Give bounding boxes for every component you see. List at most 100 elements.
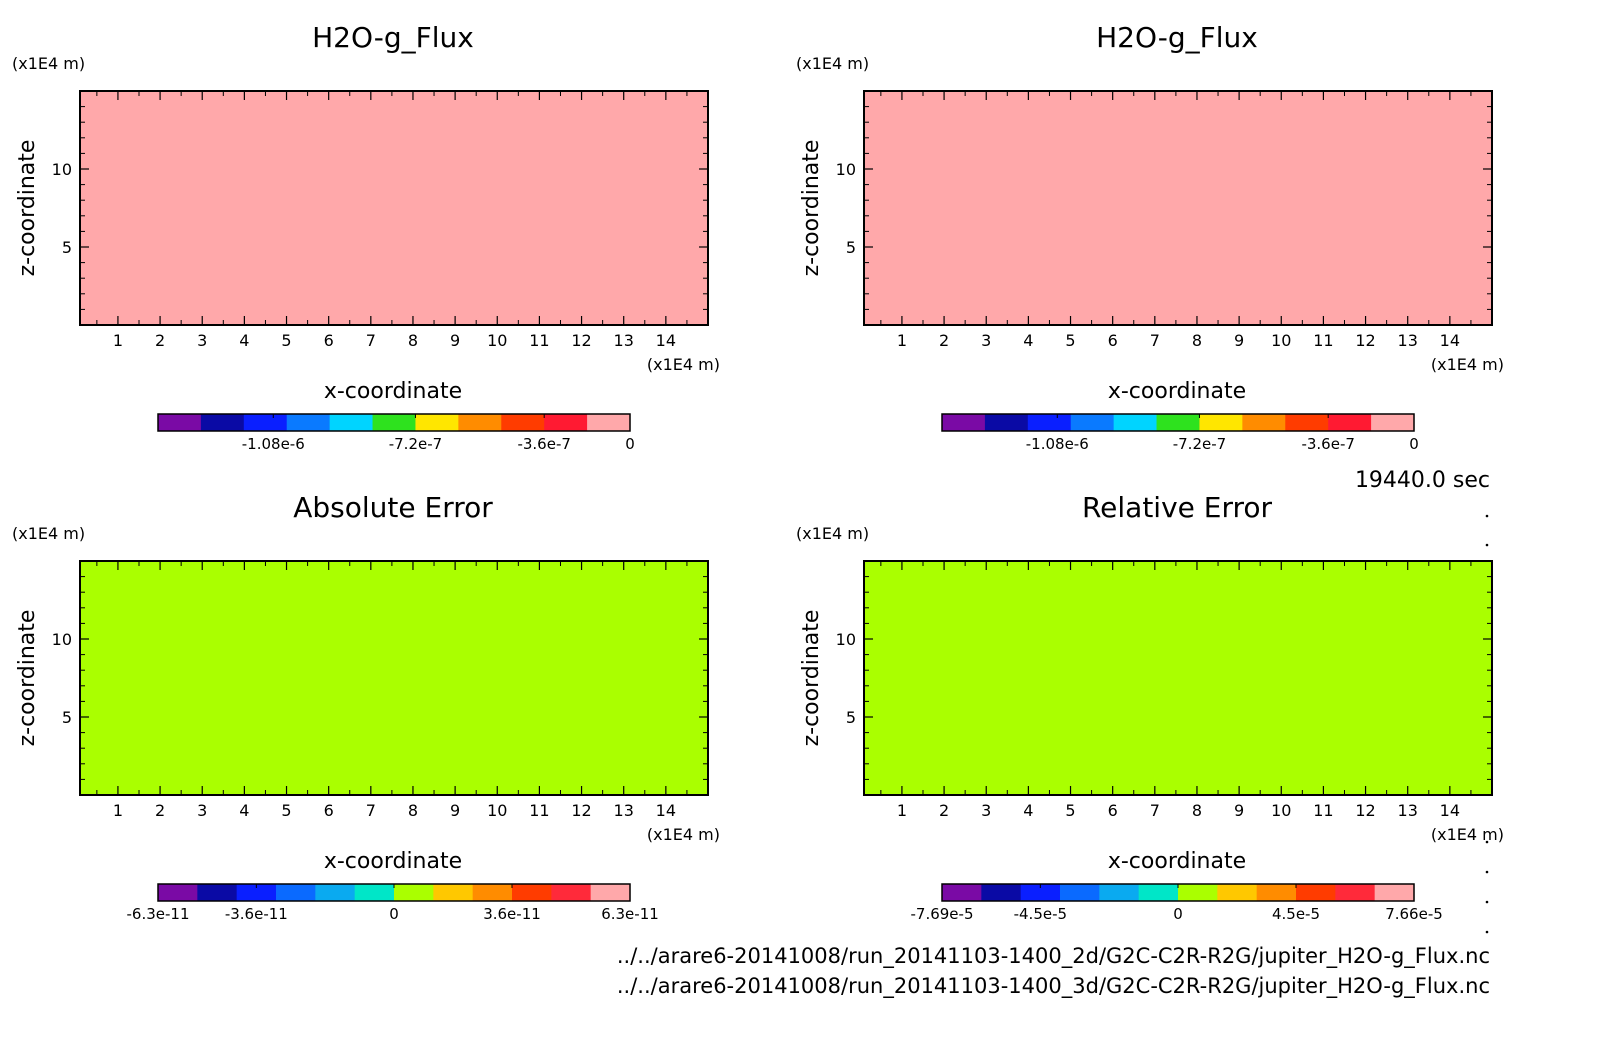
colorbar-segment xyxy=(472,884,513,901)
x-tick-label: 6 xyxy=(324,331,334,350)
y-tick-label: 5 xyxy=(846,238,856,257)
x-tick-label: 6 xyxy=(1108,331,1118,350)
x-tick-label: 7 xyxy=(1150,801,1160,820)
x-axis-label: x-coordinate xyxy=(324,849,462,874)
x-tick-label: 14 xyxy=(1440,331,1460,350)
x-tick-label: 9 xyxy=(450,801,460,820)
colorbar-frame xyxy=(941,413,1415,432)
y-tick-label: 5 xyxy=(62,708,72,727)
colorbar-tick-label: -4.5e-5 xyxy=(1014,905,1067,923)
x-tick-label: 6 xyxy=(1108,801,1118,820)
colorbar-segment xyxy=(315,884,356,901)
x-tick-label: 5 xyxy=(1065,801,1075,820)
x-tick-label: 12 xyxy=(1355,331,1375,350)
colorbar-segment xyxy=(1070,414,1115,431)
x-tick-label: 8 xyxy=(1192,801,1202,820)
colorbar-segment xyxy=(1027,414,1072,431)
x-tick-label: 7 xyxy=(366,331,376,350)
panel-title: H2O-g_Flux xyxy=(1096,21,1258,54)
colorbar-segment xyxy=(1178,884,1218,901)
colorbar-segment xyxy=(1138,884,1179,901)
colorbar-segment xyxy=(1328,414,1372,431)
colorbar-tick-label: 0 xyxy=(1409,435,1419,453)
x-tick-label: 14 xyxy=(1440,801,1460,820)
x-tick-label: 11 xyxy=(529,801,549,820)
x-tick-label: 5 xyxy=(281,331,291,350)
x-tick-label: 1 xyxy=(897,801,907,820)
x-tick-label: 12 xyxy=(571,801,591,820)
x-tick-label: 6 xyxy=(324,801,334,820)
y-tick-label: 10 xyxy=(52,630,72,649)
colorbar-segment xyxy=(158,884,198,901)
y-tick-label: 5 xyxy=(62,238,72,257)
panel-2: H2O-g_Flux(x1E4 m)1 2 3 4 5 6 7 8 9 10 11 12 13 14510… xyxy=(796,21,1504,453)
colorbar-segment xyxy=(1060,884,1100,901)
colorbar-segment xyxy=(197,884,238,901)
colorbar-segment xyxy=(512,884,552,901)
x-tick-label: 10 xyxy=(487,331,507,350)
x-tick-label: 9 xyxy=(450,331,460,350)
dot-marker xyxy=(1485,870,1489,874)
x-tick-label: 13 xyxy=(614,331,634,350)
x-tick-label: 4 xyxy=(239,331,249,350)
x-tick-label: 7 xyxy=(1150,331,1160,350)
colorbar-tick-label: -7.2e-7 xyxy=(389,435,442,453)
x-tick-label: 14 xyxy=(656,801,676,820)
colorbar-tick-label: 0 xyxy=(389,905,399,923)
y-tick-label: 10 xyxy=(836,630,856,649)
panel-1: H2O-g_Flux(x1E4 m)1 2 3 4 5 6 7 8 9 10 11 12 13 14510… xyxy=(12,21,720,453)
x-tick-label: 10 xyxy=(1271,801,1291,820)
colorbar-tick-label: -1.08e-6 xyxy=(242,435,305,453)
dot-marker xyxy=(1485,840,1489,844)
x-tick-label: 14 xyxy=(656,331,676,350)
colorbar-segment xyxy=(1335,884,1376,901)
panel-title: Absolute Error xyxy=(293,491,493,524)
y-unit-label: (x1E4 m) xyxy=(12,54,85,73)
dot-marker xyxy=(1485,514,1489,518)
x-unit-label: (x1E4 m) xyxy=(1431,355,1504,374)
x-tick-label: 10 xyxy=(1271,331,1291,350)
plot-area xyxy=(863,560,1493,796)
x-tick-label: 7 xyxy=(366,801,376,820)
colorbar-tick-label: 0 xyxy=(625,435,635,453)
plot-area xyxy=(79,90,709,326)
x-tick-label: 12 xyxy=(1355,801,1375,820)
panel-title: Relative Error xyxy=(1082,491,1273,524)
x-tick-label: 3 xyxy=(197,801,207,820)
x-tick-label: 9 xyxy=(1234,801,1244,820)
time-label: 19440.0 sec xyxy=(1355,468,1490,493)
x-tick-label: 2 xyxy=(155,801,165,820)
x-tick-label: 2 xyxy=(155,331,165,350)
plot-area xyxy=(79,560,709,796)
y-axis-label: z-coordinate xyxy=(799,610,824,747)
x-tick-label: 11 xyxy=(1313,801,1333,820)
colorbar-tick-label: -3.6e-7 xyxy=(517,435,570,453)
x-tick-label: 2 xyxy=(939,801,949,820)
colorbar-segment xyxy=(286,414,331,431)
colorbar-segment xyxy=(354,884,395,901)
x-tick-label: 5 xyxy=(281,801,291,820)
x-unit-label: (x1E4 m) xyxy=(647,355,720,374)
y-tick-label: 5 xyxy=(846,708,856,727)
x-tick-label: 4 xyxy=(239,801,249,820)
colorbar-segment xyxy=(984,414,1029,431)
colorbar-segment xyxy=(544,414,588,431)
colorbar-segment xyxy=(158,414,202,431)
colorbar-segment xyxy=(1296,884,1336,901)
colorbar-segment xyxy=(372,414,417,431)
colorbar-tick-label: 0 xyxy=(1173,905,1183,923)
colorbar-segment xyxy=(394,884,434,901)
colorbar-segment xyxy=(415,414,459,431)
x-tick-label: 8 xyxy=(408,331,418,350)
colorbar-segment xyxy=(200,414,245,431)
x-tick-label: 13 xyxy=(1398,331,1418,350)
colorbar-segment xyxy=(942,414,986,431)
colorbar-tick-label: 6.3e-11 xyxy=(601,905,659,923)
colorbar-tick-label: -6.3e-11 xyxy=(127,905,190,923)
colorbar-frame xyxy=(157,413,631,432)
panel-3: Absolute Error(x1E4 m)1 2 3 4 5 6 7 8 9 10 11 12 13 1… xyxy=(12,491,720,923)
colorbar-segment xyxy=(1374,884,1415,901)
y-tick-label: 10 xyxy=(836,160,856,179)
dot-marker xyxy=(1485,900,1489,904)
